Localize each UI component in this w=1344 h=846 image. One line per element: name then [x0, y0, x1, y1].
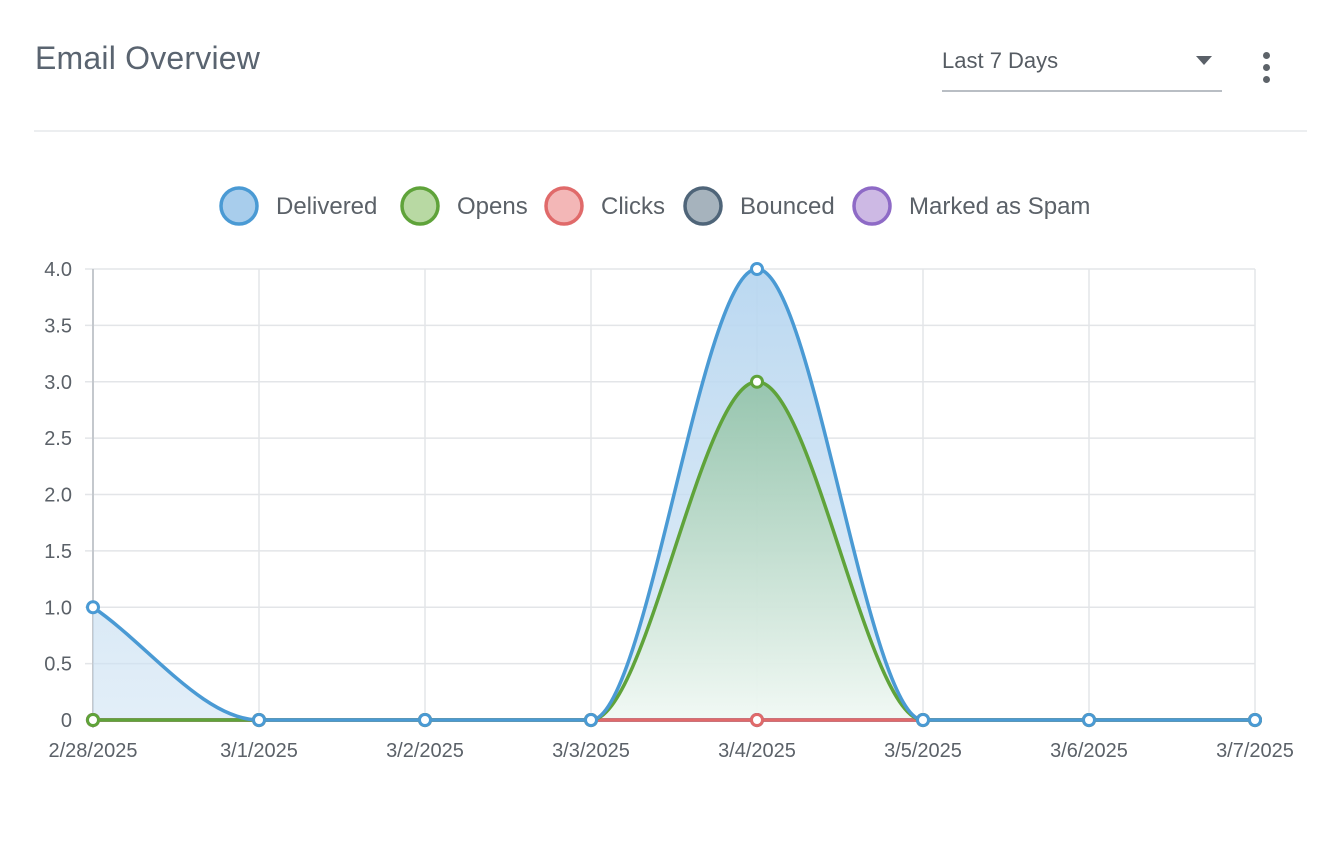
kebab-dot-icon [1263, 64, 1270, 71]
delivered-point [1082, 713, 1096, 727]
y-tick-label: 1.5 [44, 541, 72, 563]
delivered-point [1248, 713, 1262, 727]
y-tick-label: 2.5 [44, 428, 72, 450]
x-tick-label: 2/28/2025 [49, 740, 138, 762]
x-tick-label: 3/6/2025 [1050, 740, 1128, 762]
chevron-down-icon [1196, 56, 1212, 65]
y-tick-label: 1.0 [44, 597, 72, 619]
x-tick-label: 3/7/2025 [1216, 740, 1294, 762]
y-tick-label: 0.5 [44, 654, 72, 676]
x-tick-label: 3/1/2025 [220, 740, 298, 762]
legend-clicks-swatch [544, 186, 584, 226]
date-range-value: Last 7 Days [942, 48, 1059, 73]
x-tick-label: 3/5/2025 [884, 740, 962, 762]
y-tick-label: 0 [61, 710, 72, 732]
chart-grid [85, 268, 1256, 728]
legend-delivered-label: Delivered [276, 193, 377, 220]
header-divider [34, 130, 1307, 132]
delivered-point [916, 713, 930, 727]
y-tick-label: 4.0 [44, 259, 72, 281]
legend-clicks-label: Clicks [601, 193, 665, 220]
y-tick-label: 3.5 [44, 315, 72, 337]
legend-opens-swatch [400, 186, 440, 226]
page-title: Email Overview [35, 40, 261, 76]
more-options-button[interactable] [1252, 48, 1282, 88]
legend-opens-label: Opens [457, 193, 528, 220]
legend-delivered-swatch [219, 186, 259, 226]
delivered-point [584, 713, 598, 727]
chart-legend: Delivered Opens Clicks Bounced Marked as Spa… [219, 186, 1090, 226]
y-tick-label: 3.0 [44, 372, 72, 394]
delivered-line [92, 267, 1255, 722]
kebab-dot-icon [1263, 52, 1270, 59]
legend-spam-label: Marked as Spam [909, 193, 1090, 220]
legend-bounced-label: Bounced [740, 193, 835, 220]
kebab-dot-icon [1263, 76, 1270, 83]
x-tick-label: 3/3/2025 [552, 740, 630, 762]
y-tick-label: 2.0 [44, 485, 72, 507]
opens-point [86, 713, 100, 727]
x-tick-label: 3/2/2025 [386, 740, 464, 762]
clicks-point [750, 713, 764, 727]
opens-point [750, 374, 764, 389]
legend-bounced-swatch [683, 186, 723, 226]
delivered-point [252, 713, 266, 727]
series-lines [92, 267, 1255, 722]
series-points [86, 262, 1262, 727]
legend-spam-swatch [852, 186, 892, 226]
delivered-point [86, 600, 100, 615]
delivered-point [418, 713, 432, 727]
delivered-point [750, 262, 764, 276]
x-tick-label: 3/4/2025 [718, 740, 796, 762]
tick-labels: 0 0.5 1.0 1.5 2.0 2.5 3.0 3.5 4.0 2/28/2025 3/1/20… [44, 259, 1294, 762]
date-range-select[interactable]: Last 7 Days [942, 40, 1222, 92]
